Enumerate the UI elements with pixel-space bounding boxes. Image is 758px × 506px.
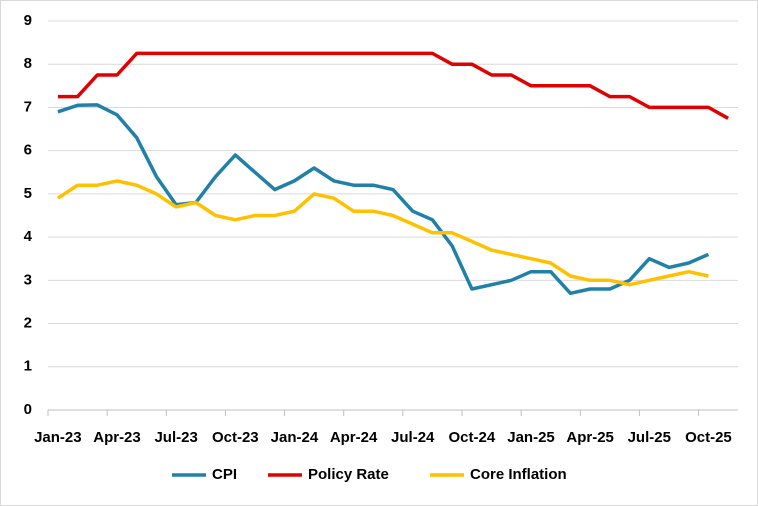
x-tick-label: Jan-25 (507, 429, 555, 446)
x-tick-label: Jan-23 (34, 429, 82, 446)
y-tick-label: 2 (24, 315, 32, 332)
legend-label: CPI (212, 466, 237, 483)
y-tick-label: 9 (24, 12, 32, 29)
y-tick-label: 8 (24, 55, 32, 72)
legend-label: Policy Rate (308, 466, 389, 483)
y-tick-label: 1 (24, 358, 32, 375)
x-tick-label: Apr-24 (330, 429, 378, 446)
legend-label: Core Inflation (470, 466, 567, 483)
x-tick-label: Jul-25 (628, 429, 671, 446)
x-tick-label: Jan-24 (271, 429, 319, 446)
y-tick-label: 5 (24, 185, 32, 202)
x-tick-label: Jul-23 (154, 429, 197, 446)
x-tick-label: Jul-24 (391, 429, 435, 446)
y-tick-label: 7 (24, 98, 32, 115)
y-tick-label: 6 (24, 142, 32, 159)
y-tick-label: 4 (24, 228, 33, 245)
x-tick-label: Oct-24 (449, 429, 496, 446)
x-tick-label: Apr-23 (93, 429, 141, 446)
x-tick-label: Oct-23 (212, 429, 259, 446)
y-tick-label: 0 (24, 401, 32, 418)
y-tick-label: 3 (24, 271, 32, 288)
x-tick-label: Oct-25 (685, 429, 732, 446)
series-line (56, 179, 709, 287)
series-line (57, 51, 729, 120)
series-line (57, 103, 710, 296)
x-tick-label: Apr-25 (566, 429, 614, 446)
